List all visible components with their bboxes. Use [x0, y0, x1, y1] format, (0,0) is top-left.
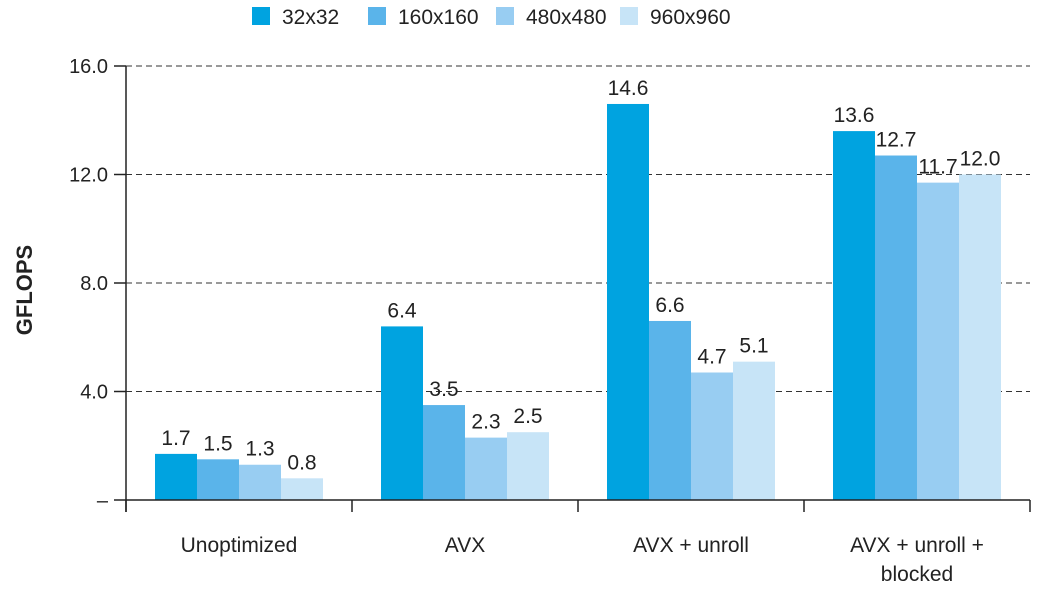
data-label: 1.5	[203, 432, 232, 455]
y-tick-label: 16.0	[69, 56, 108, 78]
bar	[833, 131, 875, 500]
legend-swatch	[368, 7, 386, 25]
legend-swatch	[252, 7, 270, 25]
data-label: 2.3	[471, 411, 500, 434]
bar	[917, 182, 959, 500]
data-label: 12.0	[960, 148, 1001, 171]
data-label: 3.5	[429, 378, 458, 401]
y-tick-label: –	[97, 490, 109, 512]
bar	[649, 320, 691, 500]
bar	[381, 326, 423, 500]
bars: 1.7 1.5 1.3 0.8 6.4 3.5 2.3 2.5 14.6 6.6 4.7 5.1 13.…	[155, 77, 1001, 500]
x-tick-label: AVX + unroll	[633, 534, 749, 557]
data-label: 12.7	[876, 129, 917, 152]
x-tick-label-line: AVX + unroll +	[850, 534, 984, 557]
bar	[959, 174, 1001, 500]
bar	[197, 459, 239, 500]
y-tick-label: 4.0	[80, 382, 108, 404]
bar	[733, 361, 775, 500]
data-label: 13.6	[834, 104, 875, 127]
legend: 32x32 160x160 480x480 960x960	[252, 6, 731, 29]
data-label: 14.6	[608, 77, 649, 100]
data-label: 6.6	[655, 294, 684, 317]
legend-label: 960x960	[650, 6, 731, 29]
data-label: 11.7	[918, 156, 957, 179]
bar	[691, 372, 733, 500]
bar	[465, 437, 507, 500]
x-tick-label-line: Unoptimized	[181, 534, 298, 557]
axes: – 4.0 8.0 12.0 16.0 Unoptimized AVX AVX + unrol…	[69, 56, 1031, 586]
legend-label: 160x160	[398, 6, 479, 29]
y-tick-label: 12.0	[69, 165, 108, 187]
bar	[239, 464, 281, 500]
x-tick-label: AVX + unroll + blocked	[850, 534, 984, 586]
x-tick-label: AVX	[445, 534, 485, 557]
legend-swatch	[620, 7, 638, 25]
bar	[423, 405, 465, 500]
data-label: 1.7	[161, 427, 190, 450]
legend-swatch	[496, 7, 514, 25]
legend-label: 32x32	[282, 6, 339, 29]
x-tick-label-line: blocked	[881, 563, 953, 586]
bar	[281, 478, 323, 500]
bar	[155, 453, 197, 500]
data-label: 4.7	[697, 346, 726, 369]
x-tick-label: Unoptimized	[181, 534, 298, 557]
data-label: 1.3	[245, 438, 274, 461]
data-label: 2.5	[513, 405, 542, 428]
y-tick-label: 8.0	[80, 273, 108, 295]
data-label: 6.4	[387, 299, 417, 322]
data-label: 0.8	[287, 451, 316, 474]
x-tick-label-line: AVX + unroll	[633, 534, 749, 557]
bar	[507, 432, 549, 500]
x-tick-label-line: AVX	[445, 534, 485, 557]
bar	[607, 103, 649, 500]
data-label: 5.1	[739, 335, 768, 358]
bar	[875, 155, 917, 500]
y-axis-label: GFLOPS	[12, 245, 37, 335]
legend-label: 480x480	[526, 6, 607, 29]
